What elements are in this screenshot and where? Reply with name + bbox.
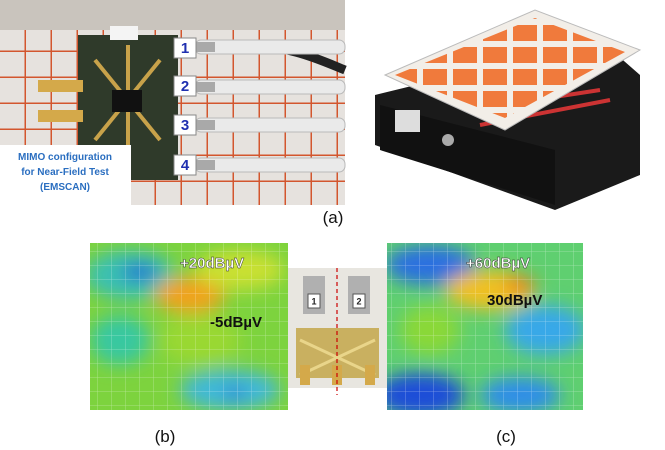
port-label: 2 [181,78,189,95]
caption: (c) [496,427,516,446]
field-level: -5dBµV [210,314,262,331]
annotation: MIMO configuration [18,152,112,163]
photo-middle: 1 2 [288,268,387,395]
figure-canvas: 1 2 3 4 MIMO configuration for Near-Fiel… [0,0,665,450]
port-label: 3 [181,117,189,134]
field-level: +60dBµV [466,255,530,272]
annotation: (EMSCAN) [40,182,90,193]
caption: (a) [323,208,344,227]
port-label: 1 [311,296,316,306]
figure: 1 2 3 4 MIMO configuration for Near-Fiel… [0,0,665,450]
photo-a-right [375,10,640,210]
photo-a-left: 1 2 3 4 MIMO configuration for Near-Fiel… [0,0,345,205]
annotation: for Near-Field Test [21,167,109,178]
port-label: 2 [356,296,361,306]
caption: (b) [155,427,176,446]
port-label: 1 [181,40,189,57]
field-level: 30dBµV [487,292,542,309]
port-label: 4 [181,157,190,174]
field-level: +20dBµV [180,255,244,272]
